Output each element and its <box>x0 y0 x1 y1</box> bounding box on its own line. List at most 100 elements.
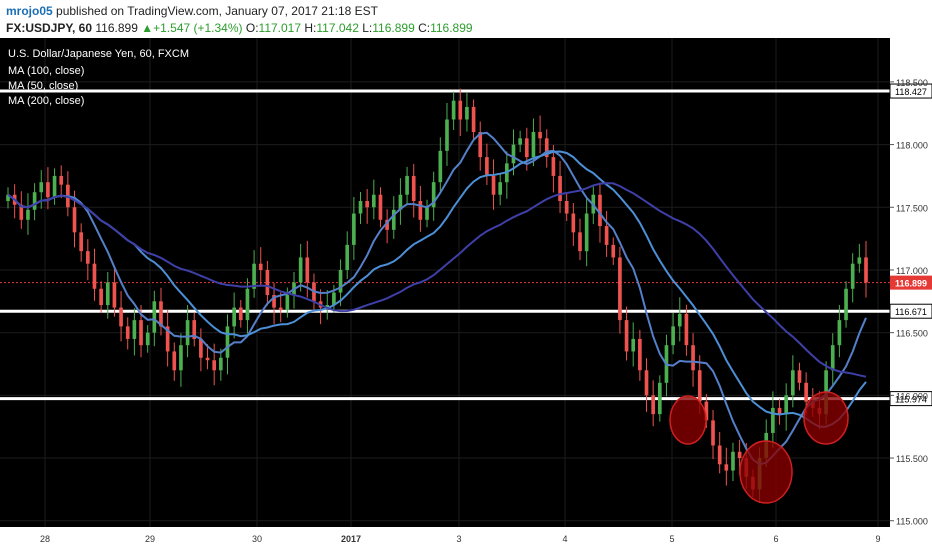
candle-body <box>305 257 310 283</box>
candle-body <box>365 201 369 208</box>
candle-body <box>618 257 622 321</box>
candle-body <box>398 194 403 210</box>
price-tick-label: 117.500 <box>896 203 928 213</box>
candle-body <box>99 288 103 306</box>
time-tick-label: 30 <box>252 534 262 544</box>
candle-body <box>684 313 689 346</box>
time-tick-label: 2017 <box>341 534 361 544</box>
candle-body <box>737 451 742 459</box>
candle-body <box>850 263 855 289</box>
candle-body <box>145 332 150 346</box>
candle-body <box>232 307 236 327</box>
candle-body <box>212 360 217 371</box>
price-axis[interactable] <box>890 38 932 550</box>
candle-body <box>624 320 629 352</box>
candle-body <box>584 213 589 252</box>
low-label: L: <box>362 21 373 35</box>
time-tick-label: 29 <box>145 534 155 544</box>
time-axis[interactable] <box>0 527 890 550</box>
chart-legend: U.S. Dollar/Japanese Yen, 60, FXCM MA (1… <box>8 48 189 107</box>
author-link[interactable]: mrojo05 <box>6 4 53 18</box>
support-resistance-levels: 118.427 116.671 115.974 116.899 <box>0 83 932 407</box>
candle-body <box>192 320 197 339</box>
candle-body <box>717 445 722 465</box>
published-text: published on TradingView.com, January 07… <box>52 4 379 18</box>
candle-body <box>604 226 609 245</box>
candle-body <box>837 320 842 346</box>
price-tick-label: 117.000 <box>896 266 928 276</box>
candle-body <box>471 106 476 133</box>
price-tick-label: 116.000 <box>896 391 928 401</box>
candle-body <box>332 292 336 306</box>
candle-body <box>159 301 163 327</box>
last-price-value: 116.899 <box>95 21 138 35</box>
candle-body <box>784 395 789 415</box>
candle-body <box>797 370 802 383</box>
candle-body <box>371 194 376 208</box>
open-label: O: <box>245 21 259 35</box>
time-tick-label: 9 <box>875 534 880 544</box>
legend-title: U.S. Dollar/Japanese Yen, 60, FXCM <box>8 48 189 60</box>
quote-line: FX:USDJPY, 60 116.899 ▲+1.547 (+1.34%) O… <box>6 21 473 35</box>
candle-body <box>578 232 582 252</box>
price-tick-label: 118.500 <box>896 78 928 88</box>
candle-body <box>6 194 10 201</box>
candle-body <box>697 370 702 402</box>
candle-body <box>185 320 190 346</box>
time-tick-label: 3 <box>456 534 461 544</box>
level-badge <box>889 391 932 407</box>
time-tick-label: 4 <box>562 534 567 544</box>
candle-body <box>465 106 469 120</box>
candle-body <box>864 257 868 283</box>
candle-body <box>631 338 636 352</box>
candle-body <box>711 420 715 446</box>
low-value: 116.899 <box>372 21 415 35</box>
candle-body <box>179 345 183 371</box>
candle-body <box>651 395 655 415</box>
candle-body <box>558 175 562 201</box>
candle-body <box>125 326 130 339</box>
price-tick-label: 115.000 <box>896 517 928 527</box>
candle-body <box>245 288 250 321</box>
legend-ma200: MA (200, close) <box>8 95 84 107</box>
candle-body <box>551 157 556 176</box>
highlight-circle <box>803 391 849 445</box>
candle-body <box>385 219 389 230</box>
candle-body <box>478 132 483 158</box>
candle-body <box>677 313 682 327</box>
candle-body <box>152 301 157 333</box>
candle-body <box>26 209 30 220</box>
candle-body <box>92 263 97 289</box>
candle-body <box>518 138 522 145</box>
candle-body <box>704 401 709 421</box>
candle-body <box>258 263 263 270</box>
candle-body <box>265 269 270 296</box>
candle-body <box>72 207 77 233</box>
candle-body <box>511 144 516 164</box>
candle-body <box>777 407 782 415</box>
candle-body <box>32 192 37 210</box>
candle-body <box>611 244 616 258</box>
candle-body <box>425 207 429 220</box>
candle-body <box>644 370 649 396</box>
close-label: C: <box>418 21 431 35</box>
change-value: +1.547 (+1.34%) <box>153 21 243 35</box>
candle-body <box>724 464 729 471</box>
candle-body <box>731 451 735 471</box>
candle-body <box>272 295 276 308</box>
last-price-badge <box>890 275 932 290</box>
candle-body <box>19 204 24 220</box>
candle-body <box>544 138 549 158</box>
candle-body <box>39 182 44 193</box>
level-badge <box>889 83 932 99</box>
candle-body <box>139 320 143 346</box>
candle-body <box>238 307 243 321</box>
highlight-circle <box>669 395 707 445</box>
candle-body <box>85 251 90 264</box>
candle-body <box>771 407 775 433</box>
moving-averages <box>7 131 867 466</box>
highlight-circle <box>739 440 793 504</box>
price-tick-label: 115.500 <box>896 454 928 464</box>
candle-body <box>52 175 57 198</box>
